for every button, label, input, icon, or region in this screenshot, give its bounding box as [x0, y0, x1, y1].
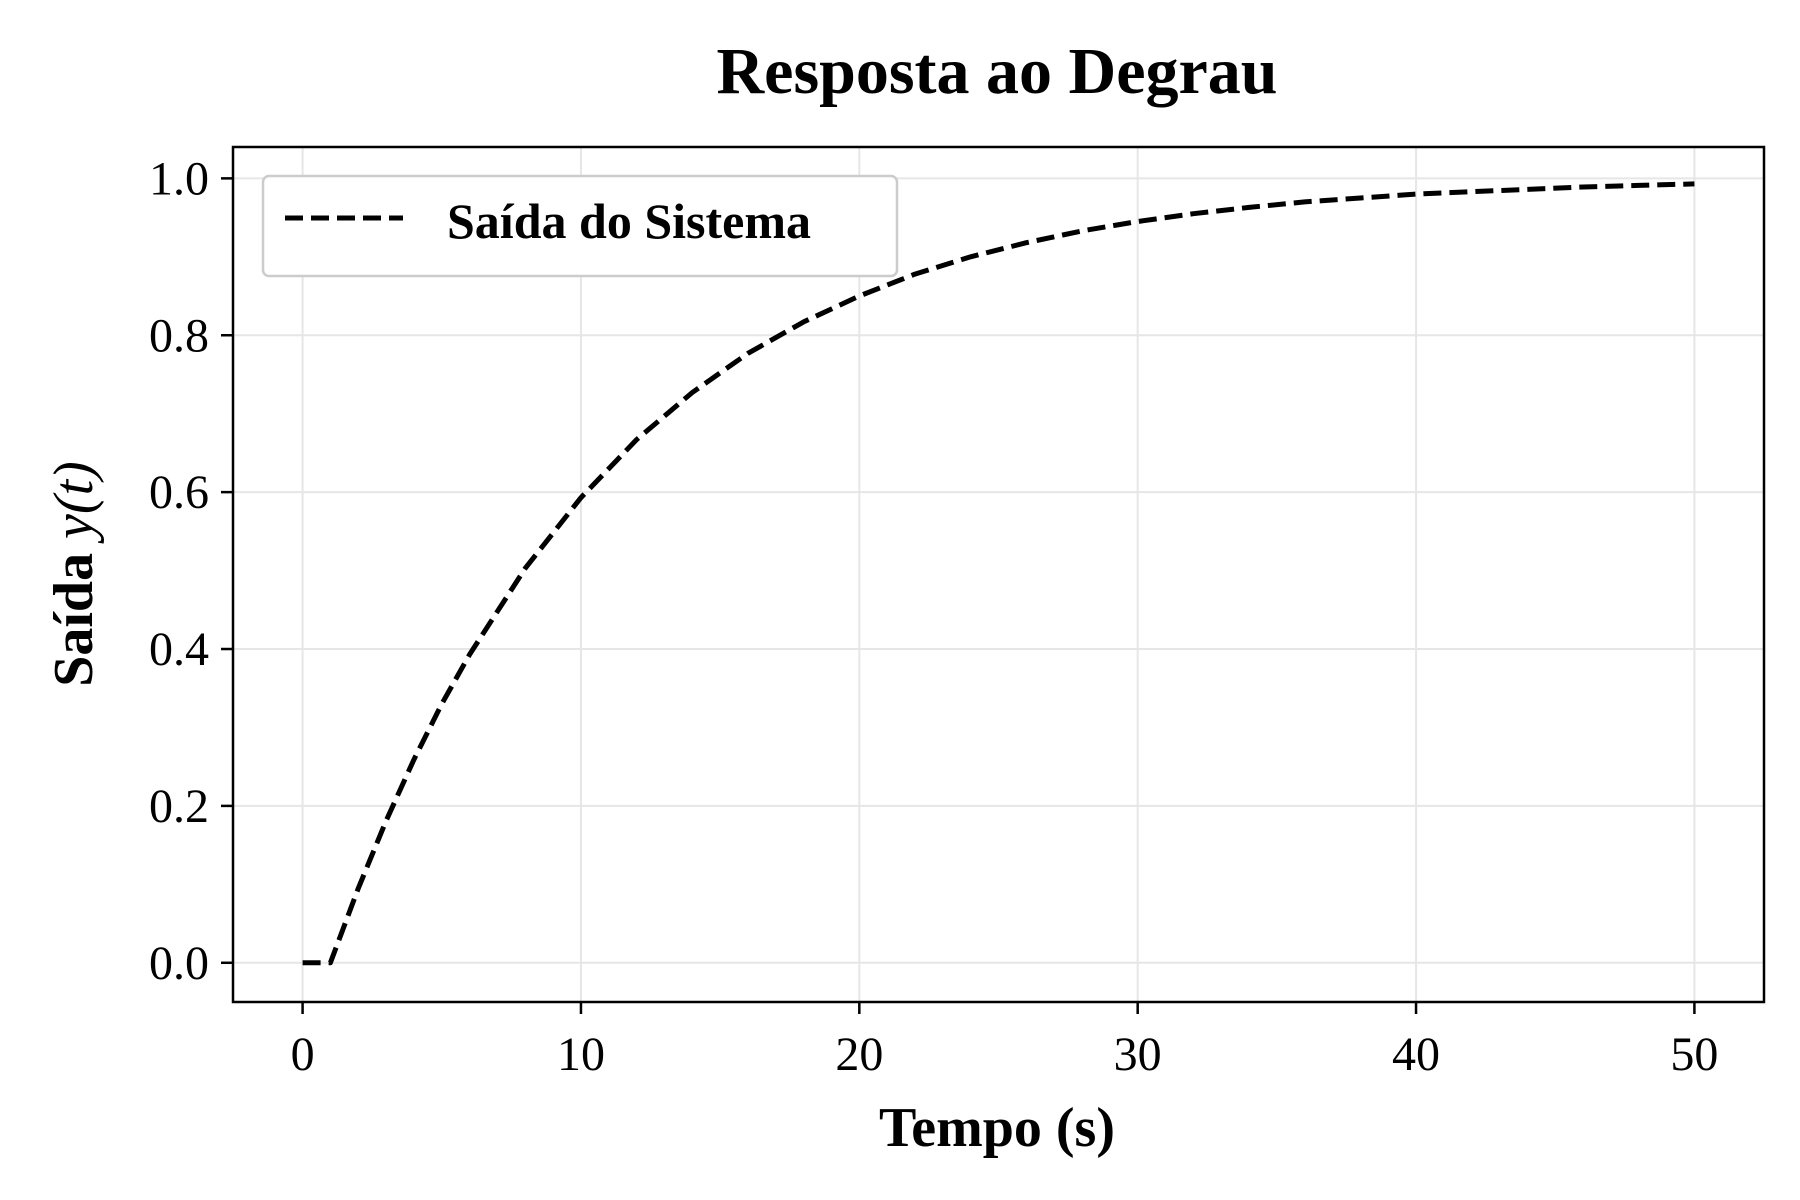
axis-ticks: 0 10 20 30 40 50 0.0 0.2 0.4 0.6 0.8 1.0 [149, 152, 1718, 1081]
y-axis-label-math: y(t) [43, 461, 105, 544]
series-layer [302, 181, 1695, 966]
chart-title: Resposta ao Degrau [717, 35, 1278, 108]
legend: Saída do Sistema [261, 174, 899, 278]
x-tick-label: 40 [1392, 1028, 1440, 1081]
y-tick-label: 0.8 [149, 309, 209, 362]
x-tick-label: 10 [557, 1028, 605, 1081]
x-tick-label: 50 [1670, 1028, 1718, 1081]
legend-box [261, 174, 899, 278]
y-tick-label: 0.6 [149, 466, 209, 519]
y-axis-label-text: Saída [43, 539, 105, 687]
series-line-0 [302, 181, 1695, 966]
y-tick-label: 0.4 [149, 623, 209, 676]
y-tick-label: 0.2 [149, 780, 209, 833]
x-tick-label: 20 [835, 1028, 883, 1081]
y-tick-label: 0.0 [149, 937, 209, 990]
y-axis-label: Saída y(t) [43, 461, 105, 687]
y-tick-label: 1.0 [149, 152, 209, 205]
plot-frame [231, 145, 1766, 1004]
x-tick-label: 0 [291, 1028, 315, 1081]
x-axis-label: Tempo (s) [879, 1097, 1115, 1159]
x-tick-label: 30 [1114, 1028, 1162, 1081]
grid [233, 147, 1764, 1002]
legend-label: Saída do Sistema [447, 193, 811, 249]
